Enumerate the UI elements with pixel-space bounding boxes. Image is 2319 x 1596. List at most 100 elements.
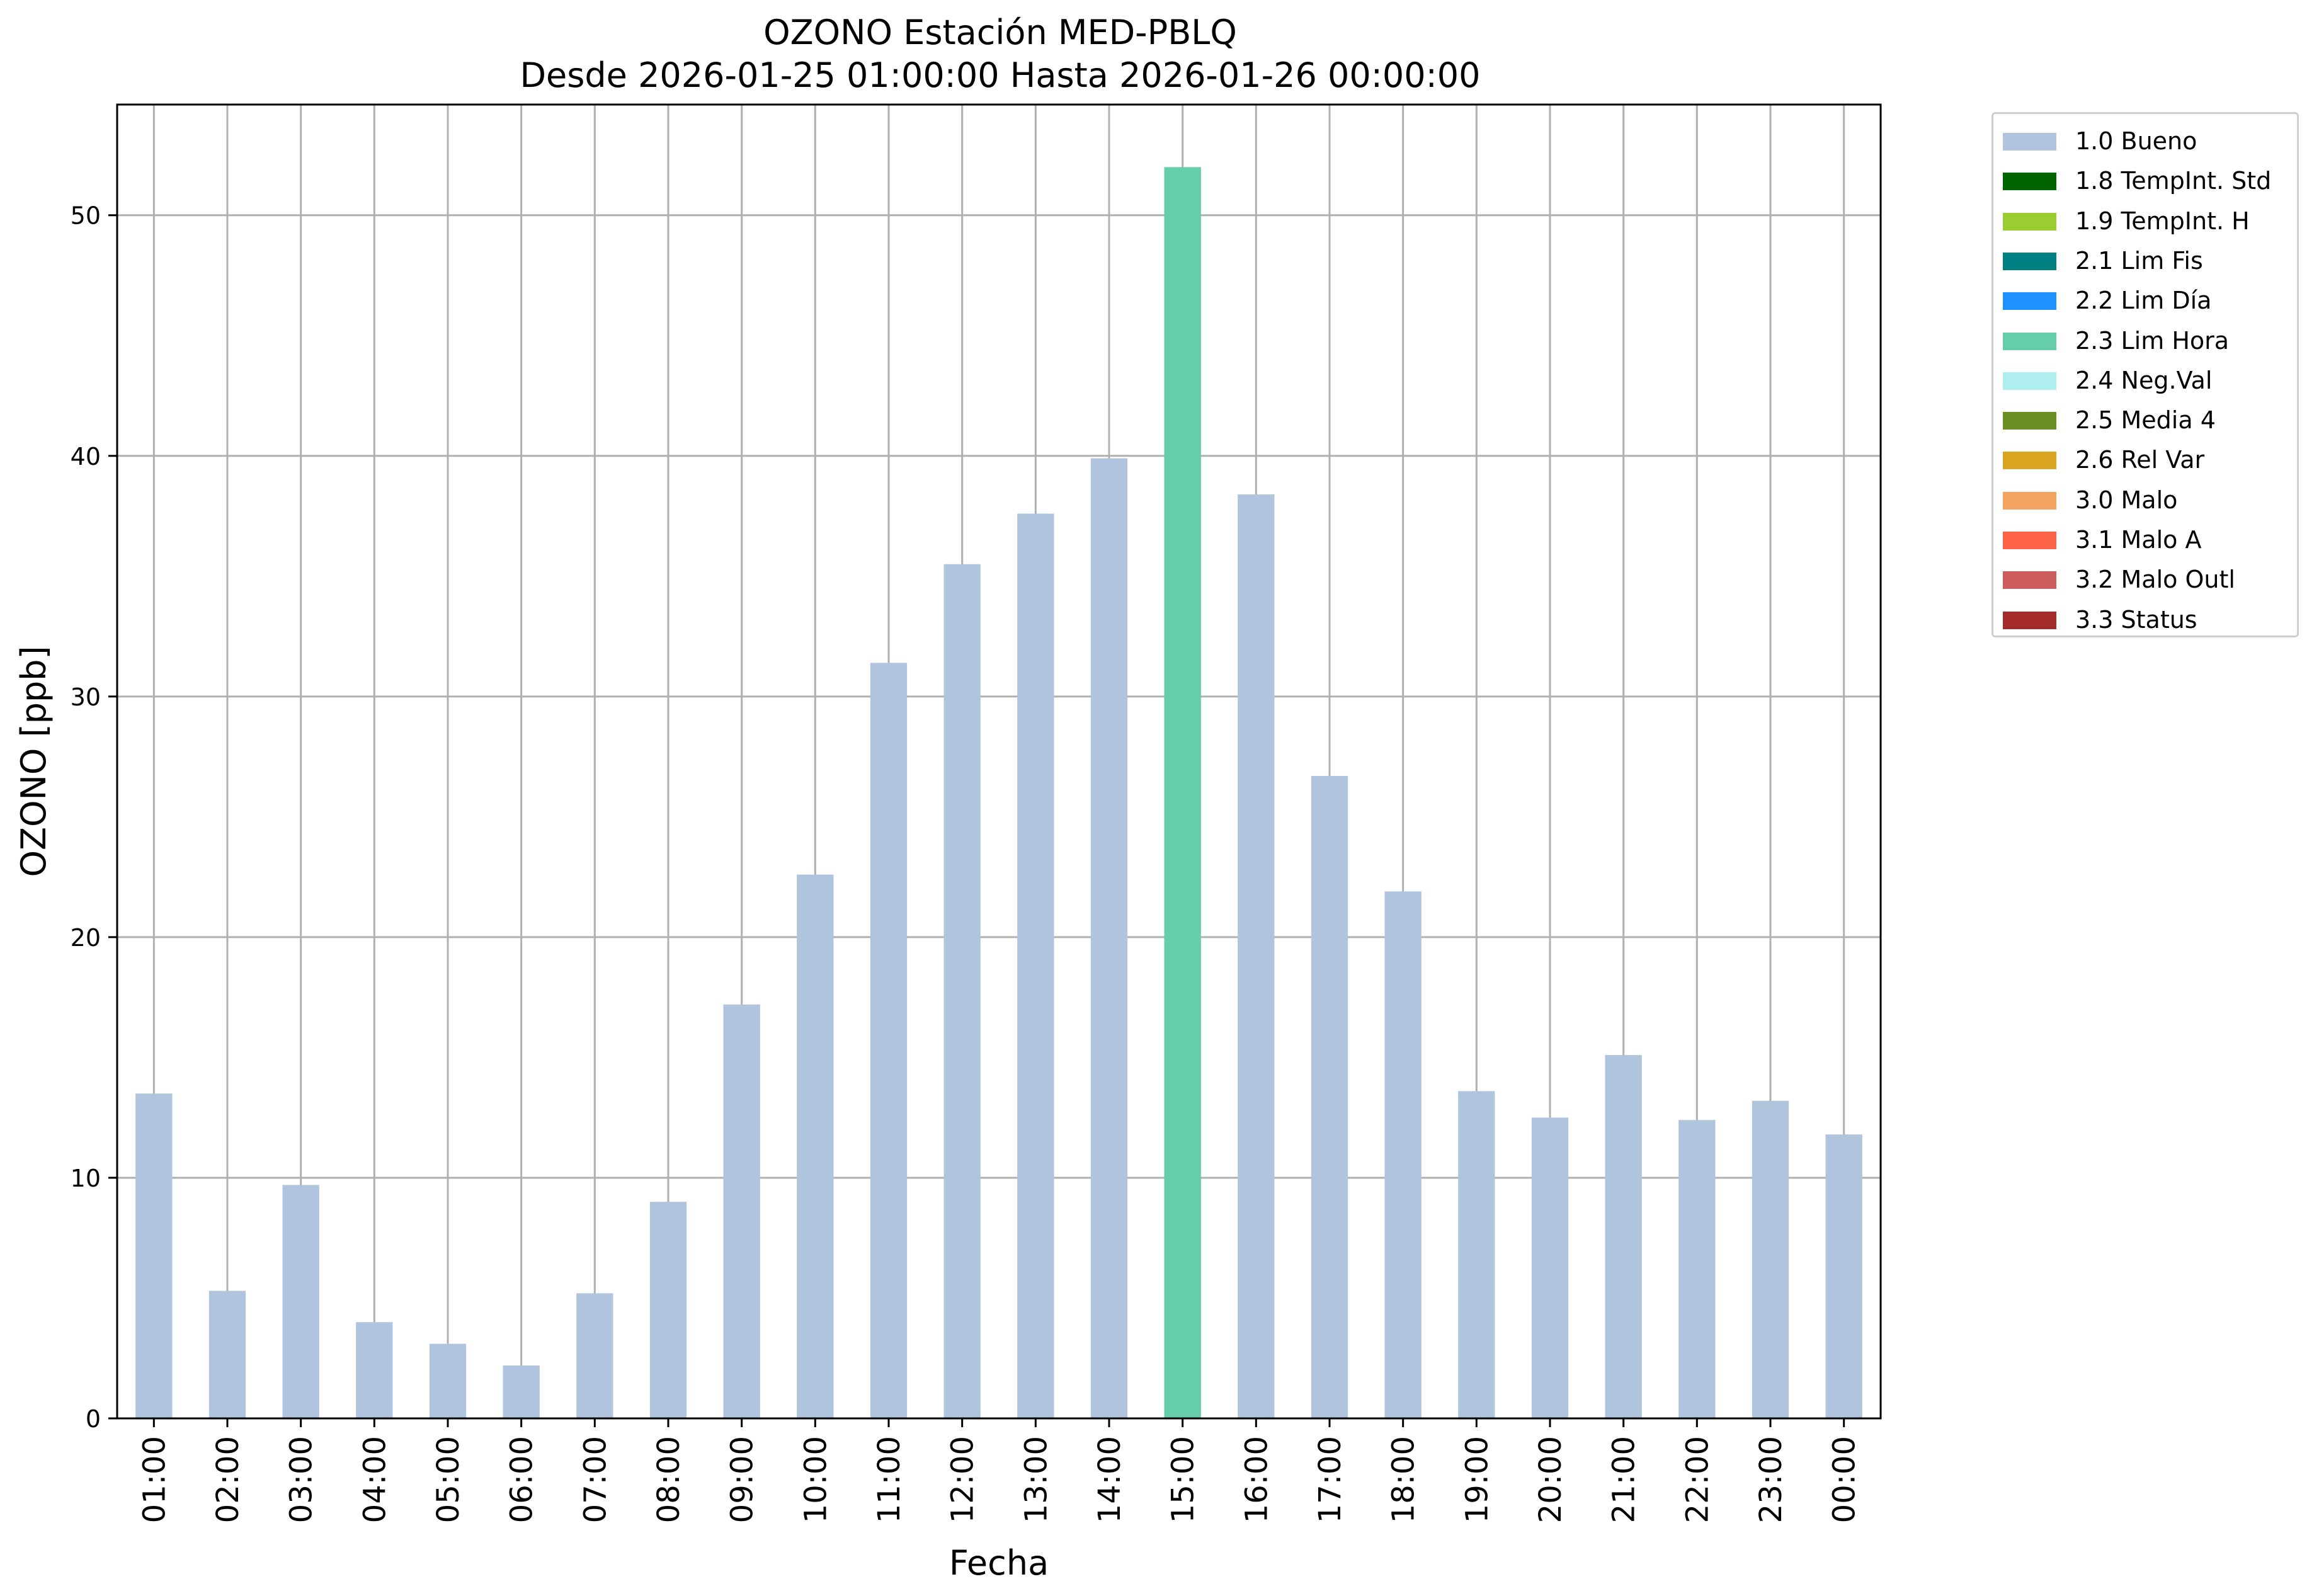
legend-item: 3.0 Malo [1993, 482, 2297, 520]
legend-swatch [2003, 292, 2056, 311]
y-axis: 0 10 20 30 40 50 [71, 202, 117, 1433]
plot-frame [116, 103, 1882, 1420]
y-tick-label: 0 [86, 1405, 101, 1433]
x-tick-label: 08:00 [651, 1436, 687, 1523]
bar-0200 [208, 1291, 246, 1418]
bar-0600 [503, 1365, 540, 1418]
x-tick-label: 22:00 [1680, 1436, 1715, 1523]
x-tick-label: 11:00 [872, 1436, 907, 1523]
bar-1400 [1090, 458, 1128, 1418]
x-tick-label: 14:00 [1092, 1436, 1127, 1523]
bar-0700 [576, 1293, 613, 1418]
legend-swatch [2003, 412, 2056, 430]
legend-item: 2.4 Neg.Val [1993, 362, 2297, 400]
bar-0800 [649, 1202, 687, 1418]
chart-title: OZONO Estación MED-PBLQ [763, 13, 1237, 52]
x-tick-label: 03:00 [284, 1436, 319, 1523]
legend-swatch [2003, 133, 2056, 151]
legend-item: 1.0 Bueno [1993, 123, 2297, 161]
legend-label: 1.0 Bueno [2075, 127, 2197, 155]
legend-label: 3.2 Malo Outl [2075, 566, 2235, 594]
x-tick-label: 09:00 [725, 1436, 760, 1523]
bar-1200 [943, 564, 981, 1418]
bar-0100 [135, 1093, 173, 1418]
x-tick-label: 20:00 [1533, 1436, 1568, 1523]
bar-2000 [1531, 1117, 1569, 1418]
x-tick-label: 01:00 [137, 1436, 172, 1523]
legend-label: 3.3 Status [2075, 605, 2197, 634]
y-tick-label: 30 [71, 683, 101, 711]
x-tick-label: 19:00 [1459, 1436, 1495, 1523]
legend-item: 3.2 Malo Outl [1993, 561, 2297, 599]
bar-1100 [870, 663, 908, 1418]
x-tick-label: 06:00 [504, 1436, 540, 1523]
bar-1000 [797, 874, 834, 1418]
bar-1900 [1458, 1091, 1495, 1418]
x-tick-label: 12:00 [945, 1436, 981, 1523]
bar-0000 [1825, 1134, 1862, 1418]
x-tick-label: 13:00 [1018, 1436, 1054, 1523]
bar-0500 [429, 1343, 467, 1418]
legend-label: 3.0 Malo [2075, 486, 2178, 514]
legend-swatch [2003, 452, 2056, 470]
bar-1600 [1238, 494, 1275, 1418]
y-tick-label: 20 [71, 924, 101, 952]
legend-label: 2.4 Neg.Val [2075, 366, 2213, 394]
legend-item: 3.3 Status [1993, 601, 2297, 639]
x-tick-label: 04:00 [357, 1436, 392, 1523]
x-tick-label: 15:00 [1166, 1436, 1201, 1523]
y-tick-label: 50 [71, 202, 101, 230]
legend-swatch [2003, 532, 2056, 549]
x-tick-label: 16:00 [1239, 1436, 1274, 1523]
x-tick-label: 10:00 [798, 1436, 833, 1523]
legend: 1.0 Bueno 1.8 TempInt. Std 1.9 TempInt. H 2… [1991, 112, 2299, 637]
bar-2100 [1605, 1055, 1642, 1418]
legend-label: 2.6 Rel Var [2075, 446, 2205, 474]
x-tick-label: 17:00 [1313, 1436, 1348, 1523]
legend-label: 1.8 TempInt. Std [2075, 167, 2272, 195]
legend-label: 3.1 Malo A [2075, 526, 2202, 554]
bar-1700 [1311, 775, 1348, 1418]
x-tick-label: 07:00 [578, 1436, 613, 1523]
legend-swatch [2003, 491, 2056, 510]
legend-swatch [2003, 372, 2056, 390]
bar-1800 [1384, 891, 1422, 1418]
bar-0300 [282, 1185, 319, 1418]
legend-item: 2.5 Media 4 [1993, 402, 2297, 440]
x-axis-label: Fecha [949, 1543, 1049, 1583]
x-tick-label: 21:00 [1607, 1436, 1642, 1523]
bar-2200 [1678, 1120, 1716, 1418]
legend-label: 1.9 TempInt. H [2075, 207, 2250, 235]
x-tick-label: 00:00 [1827, 1436, 1862, 1523]
legend-item: 1.9 TempInt. H [1993, 203, 2297, 241]
legend-swatch [2003, 611, 2056, 629]
bar-1300 [1017, 513, 1054, 1418]
x-tick-label: 23:00 [1753, 1436, 1789, 1523]
legend-item: 2.1 Lim Fis [1993, 242, 2297, 280]
legend-item: 2.2 Lim Día [1993, 282, 2297, 320]
bar-1500 [1164, 167, 1201, 1418]
x-tick-label: 05:00 [431, 1436, 466, 1523]
bar-0900 [723, 1004, 760, 1418]
bar-2300 [1752, 1100, 1789, 1418]
legend-label: 2.3 Lim Hora [2075, 326, 2230, 355]
legend-swatch [2003, 332, 2056, 350]
legend-item: 1.8 TempInt. Std [1993, 162, 2297, 200]
legend-label: 2.1 Lim Fis [2075, 246, 2203, 275]
bars-group [135, 167, 1862, 1418]
legend-label: 2.2 Lim Día [2075, 287, 2212, 315]
x-tick-label: 18:00 [1386, 1436, 1422, 1523]
legend-swatch [2003, 212, 2056, 231]
legend-swatch [2003, 173, 2056, 191]
legend-item: 2.3 Lim Hora [1993, 322, 2297, 360]
legend-label: 2.5 Media 4 [2075, 406, 2216, 435]
x-axis: 01:00 02:00 03:00 04:00 05:00 06:00 07:00 08:00… [137, 1418, 1862, 1523]
y-tick-label: 10 [71, 1165, 101, 1192]
chart-subtitle: Desde 2026-01-25 01:00:00 Hasta 2026-01-… [520, 55, 1480, 95]
y-axis-label: OZONO [ppb] [14, 646, 54, 877]
x-tick-label: 02:00 [210, 1436, 246, 1523]
bar-0400 [356, 1322, 393, 1418]
legend-item: 2.6 Rel Var [1993, 442, 2297, 479]
legend-swatch [2003, 252, 2056, 270]
